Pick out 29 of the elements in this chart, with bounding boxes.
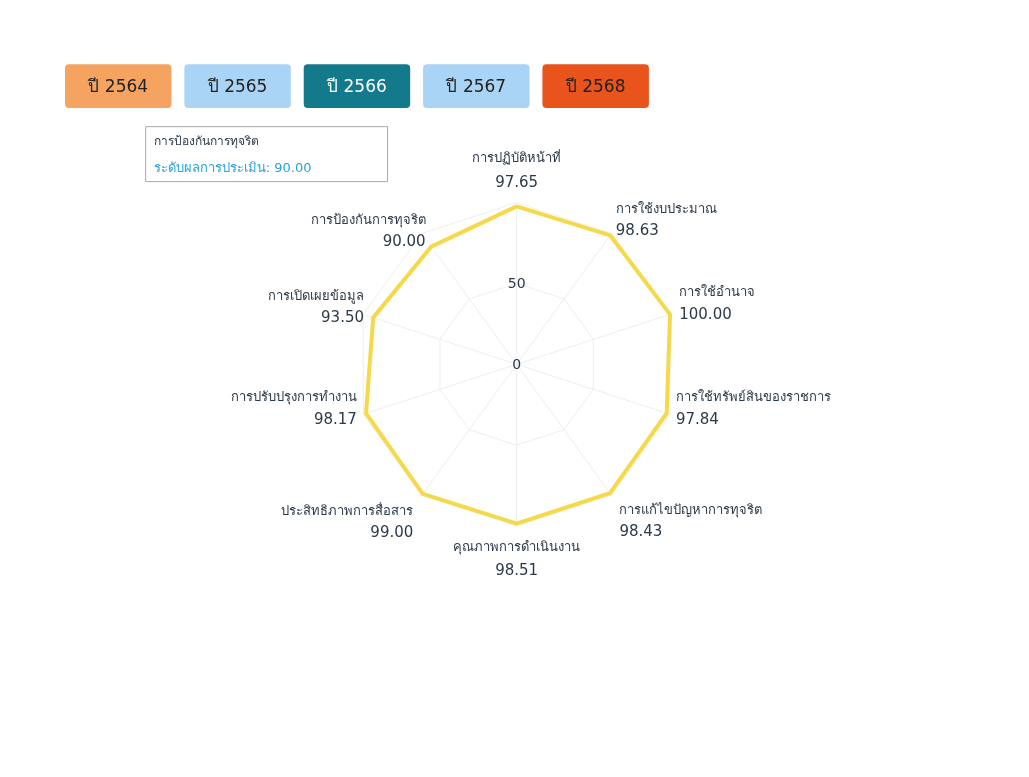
- y-tick-label: 50: [507, 275, 526, 292]
- data-label: 97.84: [675, 409, 719, 428]
- data-label: 98.51: [495, 560, 539, 579]
- spoke-label: การใช้งบประมาณ: [615, 200, 717, 216]
- data-label: 98.43: [619, 522, 663, 541]
- spoke-label: การปรับปรุงการทำงาน: [230, 389, 357, 406]
- data-label: 93.50: [321, 308, 365, 327]
- text: ปี 2568: [564, 76, 626, 97]
- text: ปี 2566: [326, 76, 387, 97]
- text: การป้องกันการทุจริต: [153, 134, 259, 150]
- spoke-label: การปฏิบัติหน้าที่: [472, 149, 562, 166]
- data-label: 99.00: [370, 523, 414, 542]
- text: ปี 2567: [445, 76, 507, 97]
- data-label: 90.00: [382, 232, 426, 251]
- data-label: 97.65: [495, 172, 539, 191]
- data-label: 98.63: [615, 221, 659, 240]
- spoke-label: การใช้ทรัพย์สินของราชการ: [675, 389, 831, 405]
- text: ปี 2564: [87, 76, 149, 97]
- spoke-label: ประสิทธิภาพการสื่อสาร: [281, 501, 414, 518]
- spoke-label: การแก้ไขปัญหาการทุจริต: [619, 501, 763, 518]
- data-label: 98.17: [313, 410, 357, 428]
- spoke-label: การป้องกันการทุจริต: [310, 211, 426, 228]
- y-tick-label: 0: [512, 356, 522, 373]
- spoke-label: คุณภาพการดำเนินงาน: [453, 538, 581, 555]
- text: ระดับผลการประเมิน: 90.00: [153, 159, 312, 175]
- text: ปี 2565: [206, 76, 268, 97]
- spoke-label: การใช้อำนาจ: [679, 284, 756, 300]
- spoke-label: การเปิดเผยข้อมูล: [268, 287, 364, 304]
- data-label: 100.00: [679, 304, 732, 323]
